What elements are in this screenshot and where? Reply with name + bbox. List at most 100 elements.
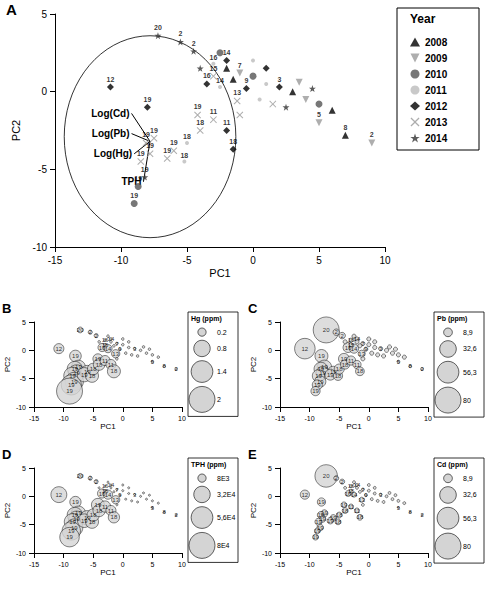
- svg-text:3: 3: [379, 492, 383, 498]
- svg-text:0: 0: [121, 415, 125, 422]
- svg-text:-10: -10: [16, 404, 26, 411]
- svg-text:-5: -5: [20, 375, 26, 382]
- svg-text:9: 9: [244, 77, 248, 84]
- svg-text:0.8: 0.8: [217, 345, 227, 352]
- svg-text:19: 19: [318, 499, 325, 505]
- svg-text:TPH (ppm): TPH (ppm): [191, 461, 226, 469]
- svg-text:2010: 2010: [425, 69, 448, 80]
- svg-text:2: 2: [94, 333, 98, 339]
- svg-text:PC2: PC2: [10, 120, 22, 141]
- svg-text:19: 19: [81, 518, 88, 524]
- svg-text:18: 18: [183, 133, 191, 140]
- svg-text:15: 15: [348, 488, 355, 494]
- svg-text:19: 19: [318, 353, 325, 359]
- svg-text:-5: -5: [20, 521, 26, 528]
- svg-text:PC2: PC2: [3, 356, 12, 372]
- svg-text:19: 19: [68, 528, 75, 534]
- svg-text:8: 8: [409, 509, 413, 515]
- svg-text:9: 9: [364, 346, 368, 352]
- svg-text:2: 2: [217, 396, 221, 403]
- svg-text:-5: -5: [90, 415, 96, 422]
- svg-text:14: 14: [108, 336, 115, 342]
- svg-text:20: 20: [154, 24, 162, 31]
- svg-text:19: 19: [130, 192, 138, 199]
- svg-text:14: 14: [223, 49, 231, 56]
- svg-text:0: 0: [268, 347, 272, 354]
- svg-text:18: 18: [357, 514, 364, 520]
- svg-text:9: 9: [364, 492, 368, 498]
- svg-text:-15: -15: [275, 415, 285, 422]
- svg-text:11: 11: [108, 362, 115, 368]
- svg-text:Log(Cd): Log(Cd): [91, 108, 129, 119]
- svg-text:2: 2: [174, 366, 178, 372]
- svg-text:18: 18: [229, 138, 237, 145]
- svg-text:-5: -5: [38, 164, 47, 175]
- svg-text:8: 8: [409, 363, 413, 369]
- svg-text:5: 5: [41, 9, 47, 20]
- svg-text:-15: -15: [29, 561, 39, 568]
- svg-text:PC1: PC1: [346, 422, 362, 431]
- svg-text:11: 11: [108, 508, 115, 514]
- svg-text:14: 14: [216, 77, 224, 84]
- svg-text:19: 19: [141, 166, 149, 173]
- svg-text:9: 9: [118, 346, 122, 352]
- svg-text:12: 12: [56, 492, 63, 498]
- svg-text:14: 14: [108, 482, 115, 488]
- svg-text:-10: -10: [114, 255, 129, 266]
- svg-text:19: 19: [314, 382, 321, 388]
- svg-text:8: 8: [163, 363, 167, 369]
- svg-text:5: 5: [150, 415, 154, 422]
- svg-text:-5: -5: [336, 561, 342, 568]
- svg-text:20: 20: [77, 327, 84, 333]
- svg-text:2: 2: [94, 479, 98, 485]
- svg-text:3: 3: [379, 346, 383, 352]
- svg-text:19: 19: [312, 388, 319, 394]
- svg-text:19: 19: [170, 139, 178, 146]
- svg-text:2: 2: [174, 512, 178, 518]
- svg-text:18: 18: [111, 514, 118, 520]
- svg-text:19: 19: [312, 534, 319, 540]
- svg-text:19: 19: [150, 127, 158, 134]
- svg-text:18: 18: [335, 519, 342, 525]
- svg-text:-5: -5: [336, 415, 342, 422]
- svg-text:Log(Pb): Log(Pb): [92, 128, 130, 139]
- svg-text:8: 8: [163, 509, 167, 515]
- svg-text:-5: -5: [90, 561, 96, 568]
- svg-text:5: 5: [151, 505, 155, 511]
- svg-text:2: 2: [370, 131, 374, 138]
- svg-text:1.4: 1.4: [217, 368, 227, 375]
- svg-text:5,6E4: 5,6E4: [217, 514, 235, 521]
- svg-text:PC2: PC2: [3, 502, 12, 518]
- svg-text:2014: 2014: [425, 133, 448, 144]
- svg-text:5: 5: [22, 319, 26, 326]
- svg-text:2011: 2011: [425, 85, 447, 96]
- svg-text:32,6: 32,6: [463, 491, 477, 498]
- svg-text:D: D: [2, 447, 11, 462]
- svg-text:8,9: 8,9: [463, 329, 473, 336]
- svg-text:5: 5: [150, 561, 154, 568]
- svg-text:9: 9: [118, 492, 122, 498]
- svg-text:5: 5: [397, 359, 401, 365]
- svg-text:5: 5: [268, 465, 272, 472]
- svg-text:-15: -15: [29, 415, 39, 422]
- svg-text:20: 20: [323, 327, 330, 333]
- svg-text:19: 19: [137, 150, 145, 157]
- svg-text:0: 0: [41, 86, 47, 97]
- svg-text:16: 16: [210, 54, 218, 61]
- svg-text:56,3: 56,3: [463, 369, 477, 376]
- svg-text:11: 11: [223, 119, 231, 126]
- svg-text:12: 12: [302, 346, 309, 352]
- svg-text:Cd (ppm): Cd (ppm): [437, 461, 468, 469]
- svg-text:19: 19: [72, 353, 79, 359]
- svg-text:Pb (ppm): Pb (ppm): [437, 315, 467, 323]
- svg-text:Hg (ppm): Hg (ppm): [191, 315, 222, 323]
- svg-text:2: 2: [420, 366, 424, 372]
- svg-text:19: 19: [68, 382, 75, 388]
- svg-text:5: 5: [151, 359, 155, 365]
- svg-text:19: 19: [327, 372, 334, 378]
- svg-text:80: 80: [463, 543, 471, 550]
- svg-text:-10: -10: [59, 415, 69, 422]
- svg-text:19: 19: [72, 499, 79, 505]
- svg-text:3: 3: [133, 492, 137, 498]
- svg-text:7: 7: [238, 62, 242, 69]
